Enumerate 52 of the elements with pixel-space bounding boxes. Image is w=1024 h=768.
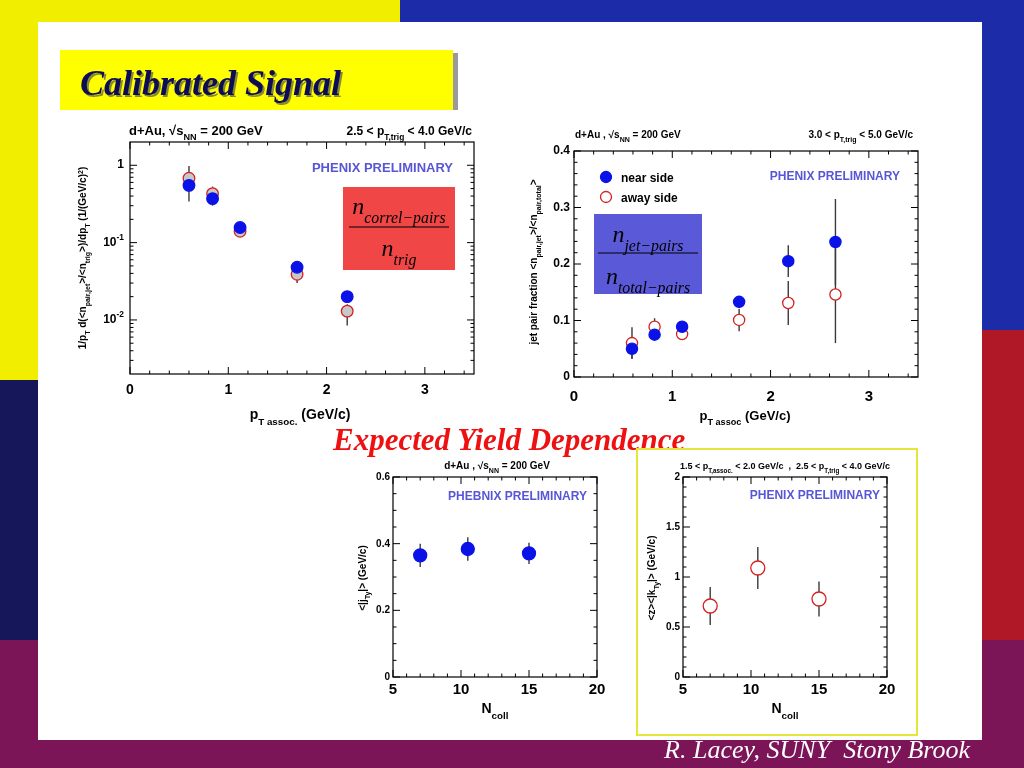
text: Calibrated Signal (80, 63, 342, 103)
x-tick-label: 2 (322, 381, 331, 397)
x-tick-label: 0 (126, 381, 135, 397)
chart-title: d+Au , √s$_{NN}$ = 200 GeV (575, 129, 681, 143)
chart-subtitle: 2.5 < p$_{T,trig}$ < 4.0 GeV/c (346, 124, 473, 142)
x-tick-label: 15 (810, 680, 828, 697)
annotation: n$_{jet−pairs}$ (612, 221, 684, 255)
y-tick-label: 0.2 (376, 603, 391, 615)
y-tick-label: 0.2 (553, 256, 571, 271)
y-tick-label: 10$^{-1}$ (103, 231, 125, 249)
x-tick-label: 10 (452, 680, 470, 697)
x-tick-label: 5 (388, 680, 398, 697)
y-tick-label: 1 (117, 157, 125, 172)
chart-title: 1.5 < p$_{T,assoc.}$ < 2.0 GeV/c , 2.5 < p$_{T,trig}$ < 4.0 GeV/c (679, 461, 891, 475)
y-tick-label: 1.5 (666, 520, 681, 532)
annotation: PHENIX PRELIMINARY (769, 169, 900, 183)
x-axis-title: N$_{coll}$ (771, 700, 799, 721)
x-tick-label: 3 (420, 381, 429, 397)
y-tick-label: 0 (563, 369, 571, 384)
y-tick-label: 2 (674, 470, 681, 482)
x-tick-label: 20 (588, 680, 606, 697)
x-tick-label: 1 (224, 381, 233, 397)
y-tick-label: 0.5 (666, 620, 681, 632)
chart-title: d+Au, √s$_{NN}$ = 200 GeV (129, 123, 264, 142)
x-tick-label: 2 (766, 387, 775, 404)
y-tick-label: 0.4 (553, 143, 571, 158)
legend-label: away side (621, 190, 679, 205)
x-tick-label: 5 (678, 680, 688, 697)
x-axis-title: N$_{coll}$ (481, 700, 509, 721)
y-tick-label: 1 (674, 570, 681, 582)
y-tick-label: 0.4 (376, 537, 391, 549)
y-tick-label: 0.3 (553, 199, 571, 214)
annotation: PHENIX PRELIMINARY (311, 160, 454, 175)
x-tick-label: 10 (742, 680, 760, 697)
x-tick-label: 15 (520, 680, 538, 697)
legend-label: near side (621, 170, 675, 185)
x-tick-label: 20 (878, 680, 896, 697)
annotation: PHEBNIX PRELIMINARY (448, 489, 587, 503)
x-axis-title: p$_{T assoc}$ (GeV/c) (699, 408, 791, 427)
annotation: n$_{total−pairs}$ (605, 263, 691, 297)
y-tick-label: 0 (674, 670, 681, 682)
y-tick-label: 10$^{-2}$ (103, 309, 125, 327)
annotation: n$_{correl−pairs}$ (352, 193, 446, 227)
chart-title: d+Au , √s$_{NN}$ = 200 GeV (444, 460, 551, 474)
y-tick-label: 0.1 (553, 312, 571, 327)
text: R. Lacey, SUNY Stony Brook (663, 735, 971, 764)
chart-subtitle: 3.0 < p$_{T,trig}$ < 5.0 GeV/c (808, 129, 914, 144)
annotation: n$_{trig}$ (381, 235, 417, 269)
y-tick-label: 0 (384, 670, 391, 682)
y-tick-label: 0.6 (376, 470, 391, 482)
annotation: PHENIX PRELIMINARY (749, 488, 880, 502)
x-tick-label: 3 (864, 387, 874, 404)
